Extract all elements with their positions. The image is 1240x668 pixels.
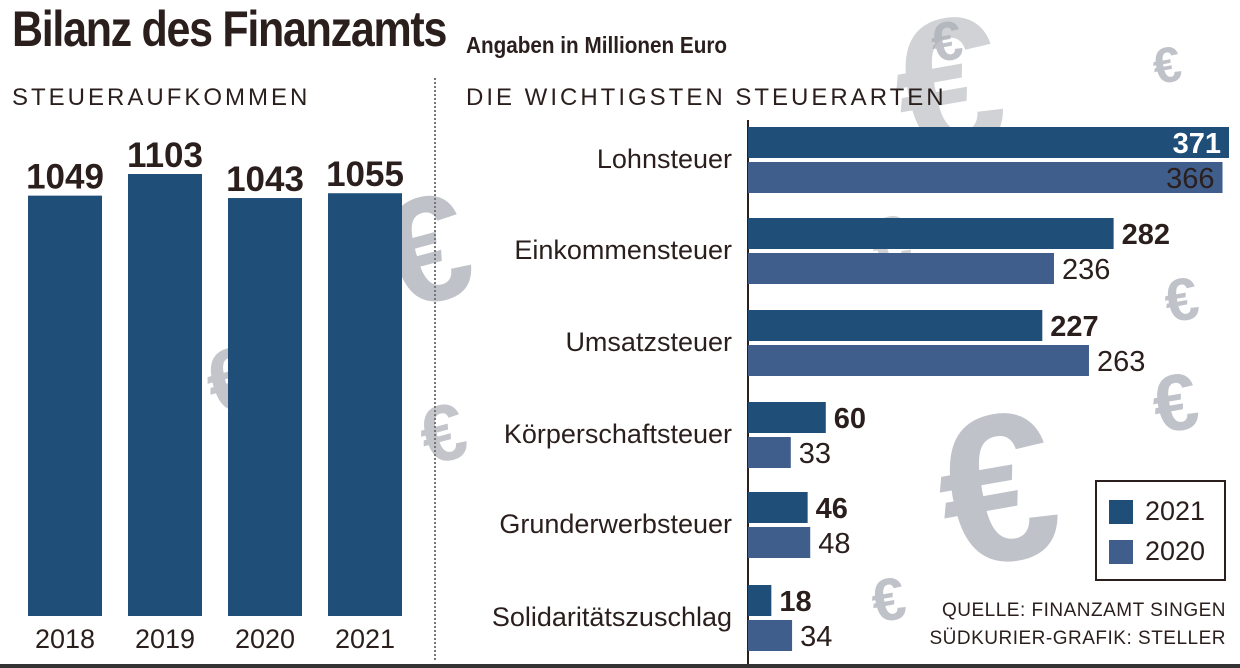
bar-2020 (748, 527, 811, 558)
bar-value-label-2021: 60 (834, 403, 866, 435)
bar-value-label-2021: 18 (779, 586, 811, 618)
category-label: Solidaritätszuschlag (492, 602, 732, 632)
chart-title-steueraufkommen: STEUERAUFKOMMEN (12, 84, 311, 111)
bar-value-label-2018: 1049 (26, 158, 104, 197)
bar-2021 (748, 310, 1043, 341)
chart-legend: 2021 2020 (1095, 480, 1226, 581)
legend-label-2021: 2021 (1145, 496, 1206, 526)
bar-2018 (28, 195, 102, 616)
bar-2021 (748, 402, 826, 433)
category-label: Körperschaftsteuer (504, 419, 732, 449)
page-subtitle: Angaben in Millionen Euro (466, 32, 728, 58)
bar-value-label-2021: 1055 (326, 155, 404, 194)
bar-2021 (748, 218, 1114, 249)
bottom-rule (0, 664, 1240, 668)
x-tick-label-2018: 2018 (35, 624, 95, 654)
bar-2021 (748, 492, 808, 523)
bar-value-label-2021: 46 (816, 493, 848, 525)
bar-2020 (228, 198, 302, 616)
page-title: Bilanz des Finanzamts (12, 1, 447, 57)
x-tick-label-2020: 2020 (235, 624, 295, 654)
x-tick-label-2019: 2019 (135, 624, 195, 654)
category-label: Lohnsteuer (597, 144, 732, 174)
bar-value-label-2020: 263 (1097, 346, 1145, 378)
legend-label-2020: 2020 (1145, 536, 1206, 566)
bar-value-label-2021: 227 (1050, 311, 1098, 343)
category-label: Grunderwerbsteuer (499, 509, 732, 539)
legend-item-2021: 2021 (1109, 496, 1205, 527)
bar-2021 (748, 127, 1229, 158)
bar-value-label-2021: 371 (1173, 128, 1221, 160)
bar-2019 (128, 174, 202, 616)
x-tick-label-2021: 2021 (335, 624, 395, 654)
bar-2020 (748, 162, 1223, 193)
credit-line: SÜDKURIER-GRAFIK: STELLER (929, 628, 1226, 649)
bar-value-label-2020: 236 (1062, 254, 1110, 286)
bar-2020 (748, 620, 793, 651)
bar-value-label-2020: 34 (800, 621, 832, 653)
section-divider (434, 78, 436, 660)
bar-value-label-2020: 1043 (226, 160, 304, 199)
chart-title-steuerarten: DIE WICHTIGSTEN STEUERARTEN (466, 84, 947, 111)
legend-item-2020: 2020 (1109, 536, 1205, 567)
bar-2021 (748, 585, 772, 616)
bar-value-label-2020: 366 (1166, 163, 1214, 195)
bar-value-label-2020: 48 (818, 528, 850, 560)
legend-swatch-2021 (1109, 499, 1133, 524)
bar-chart-steueraufkommen: 1049 2018 1103 2019 1043 2020 1055 2021 (26, 136, 404, 654)
source-line: QUELLE: FINANZAMT SINGEN (941, 600, 1226, 621)
bar-2021 (328, 193, 402, 617)
bar-2020 (748, 345, 1089, 376)
bar-value-label-2021: 282 (1122, 219, 1170, 251)
bar-value-label-2019: 1103 (127, 136, 203, 175)
category-label: Umsatzsteuer (565, 327, 732, 357)
bar-2020 (748, 437, 791, 468)
bar-value-label-2020: 33 (799, 438, 831, 470)
category-label: Einkommensteuer (514, 235, 732, 265)
bar-2020 (748, 253, 1054, 284)
legend-swatch-2020 (1109, 539, 1133, 564)
